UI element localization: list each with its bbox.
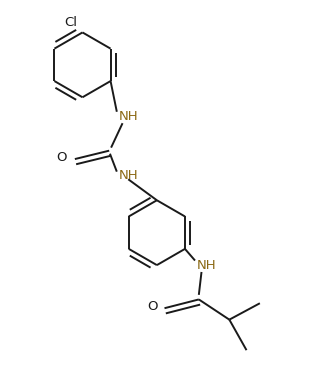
Text: NH: NH (197, 259, 216, 272)
Text: NH: NH (119, 169, 139, 182)
Text: Cl: Cl (64, 16, 77, 28)
Text: O: O (147, 300, 158, 313)
Text: NH: NH (119, 110, 139, 123)
Text: O: O (57, 151, 67, 164)
